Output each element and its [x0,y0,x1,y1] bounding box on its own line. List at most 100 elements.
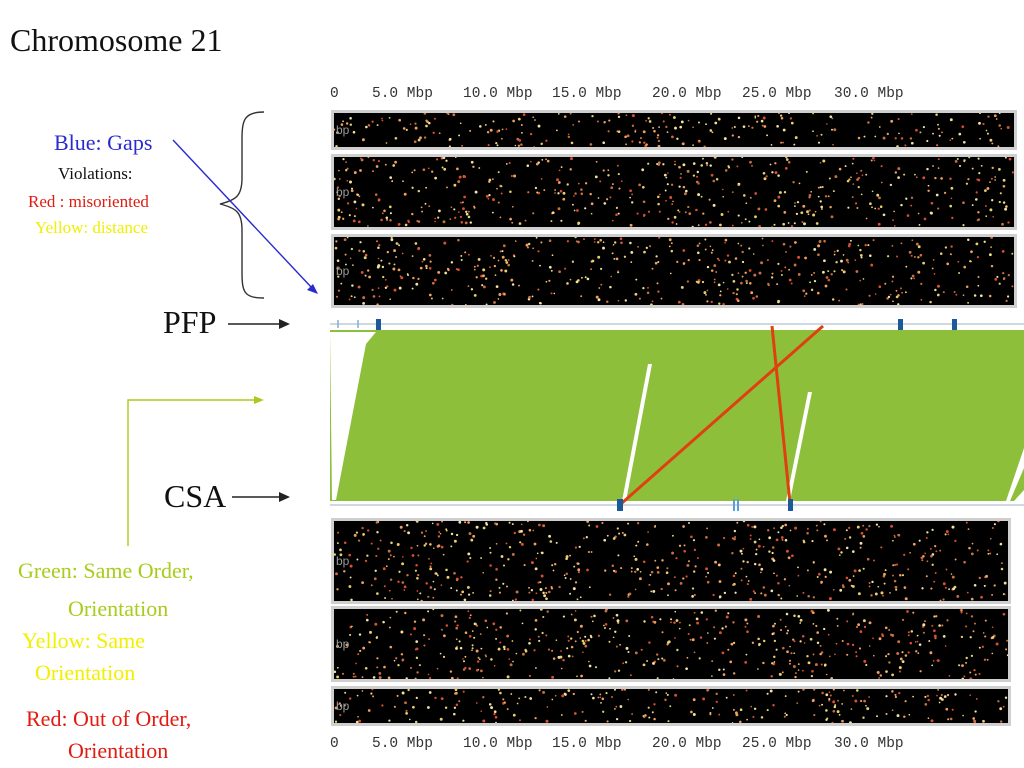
track-dot [423,544,426,547]
track-dot [725,696,728,699]
track-dot [460,221,464,224]
track-dot [674,160,676,163]
track-dot [593,241,596,243]
track-dot [355,720,359,723]
track-dot [565,572,569,576]
track-dot [737,272,740,274]
track-dot [816,135,818,137]
track-dot [473,265,476,268]
track-dot [966,591,969,594]
track-dot [469,557,472,559]
track-dot [806,210,809,214]
track-dot [357,539,361,542]
track-dot [381,265,385,269]
track-dot [874,293,877,295]
track-dot [815,624,818,628]
track-dot [595,160,598,163]
track-dot [965,656,968,660]
track-dot [634,557,638,561]
track-dot [897,640,901,644]
track-dot [509,663,513,667]
track-dot [591,114,594,118]
track-dot [737,242,740,245]
track-dot [878,677,880,679]
track-dot [787,161,791,164]
track-dot [414,569,417,572]
track-dot [557,207,561,211]
track-dot [793,640,796,643]
track-dot [411,255,414,258]
track-dot [734,591,737,594]
track-dot [691,225,694,227]
track-dot [607,130,610,133]
track-dot [910,196,914,199]
track-dot [735,293,738,296]
track-dot [857,592,861,596]
track-dot [663,173,667,177]
track-dot [831,721,834,723]
track-dot [378,676,382,679]
track-dot [670,242,673,245]
track-dot [488,178,492,182]
track-dot [978,121,981,125]
track-dot [405,709,408,712]
track-dot [376,303,379,305]
track-dot [336,666,339,669]
track-dot [482,719,486,723]
track-dot [668,113,671,116]
track-dot [910,630,914,633]
track-dot [934,572,937,574]
track-dot [892,574,894,577]
track-dot [709,713,712,716]
track-dot [394,160,397,164]
track-dot [676,260,679,263]
track-dot [1006,126,1010,129]
track-dot [788,278,792,282]
track-dot [980,165,983,167]
track-dot [628,719,632,723]
track-dot [918,643,922,646]
track-dot [397,222,401,226]
track-dot [391,597,393,600]
track-dot [796,595,799,597]
track-dot [628,635,631,637]
track-dot [467,253,470,256]
page-title: Chromosome 21 [10,22,223,58]
legend-yellow-distance: Yellow: distance [35,218,149,237]
track-dot [666,643,669,646]
track-dot [771,272,774,275]
track-dot [471,649,473,652]
track-dot [868,525,871,528]
track-dot [641,168,645,172]
track-dot [732,280,736,283]
track-dot [852,183,855,185]
track-dot [409,633,413,636]
track-dot [350,189,354,193]
track-dot [566,282,569,285]
track-dot [453,183,457,187]
track-dot [464,521,467,524]
track-dot [937,207,940,210]
track-dot [923,620,927,623]
track-dot [927,698,930,702]
track-dot [792,181,795,184]
track-dot [615,717,619,721]
track-dot [794,136,798,140]
track-dot [459,593,463,596]
track-dot [432,580,435,583]
track-dot [757,637,760,641]
track-dot [693,548,697,552]
track-dot [872,637,874,640]
track-dot [544,587,547,590]
track-dot [530,561,534,565]
track-dot [546,610,549,613]
track-dot [999,192,1002,195]
axis-tick: 25.0 Mbp [742,736,812,752]
track-dot [783,578,787,581]
track-dot [760,592,763,595]
track-dot [753,525,757,529]
track-dot [998,168,1001,171]
track-dot [851,643,855,647]
track-dot [576,630,579,634]
track-dot [414,122,417,125]
